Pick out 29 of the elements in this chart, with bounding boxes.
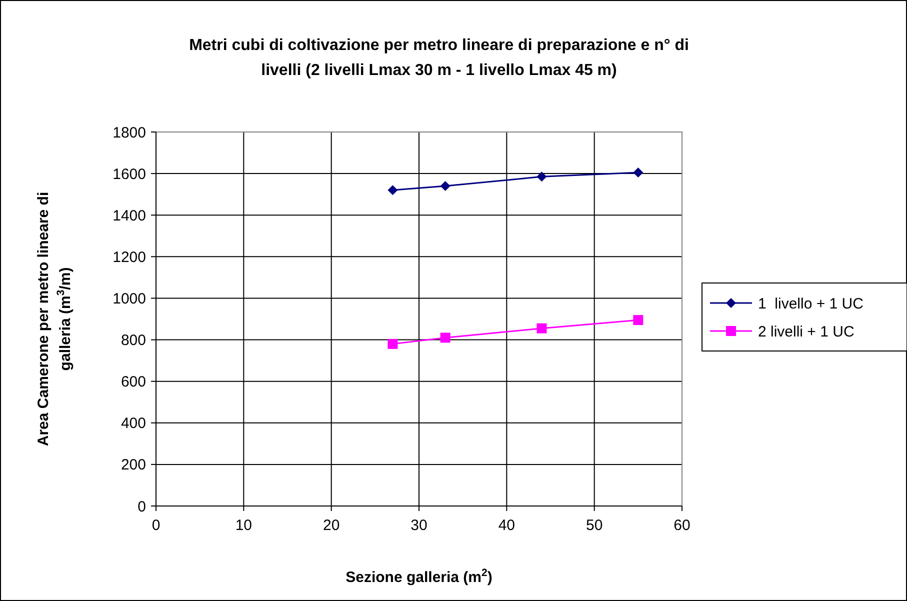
x-tick-label: 60 xyxy=(674,517,690,534)
x-tick-label: 50 xyxy=(586,517,603,534)
y-tick-label: 800 xyxy=(120,332,146,350)
x-tick-label: 40 xyxy=(498,517,516,534)
point xyxy=(388,338,398,349)
point xyxy=(536,172,547,182)
point xyxy=(440,181,450,192)
y-tick-label: 200 xyxy=(120,456,146,474)
x-tick-label: 0 xyxy=(152,517,160,534)
point xyxy=(440,332,450,343)
legend-label: 1 livello + 1 UC xyxy=(758,295,864,312)
y-tick-label: 1200 xyxy=(112,248,146,266)
legend-label: 2 livelli + 1 UC xyxy=(758,323,854,340)
x-axis-title: Sezione galleria (m$^{2}$) xyxy=(346,567,492,586)
x-tick-label: 20 xyxy=(322,517,340,534)
y-tick-label: 400 xyxy=(120,415,146,432)
x-tick-label: 30 xyxy=(410,517,428,534)
y-tick-label: 0 xyxy=(138,498,146,516)
point xyxy=(633,315,644,326)
y-tick-label: 1800 xyxy=(112,124,146,142)
x-tick-label: 10 xyxy=(235,517,252,534)
chart-title: Metri cubi di coltivazione per metro lineare di preparazione e n° di livelli (2 livelli Lmax 30 m - 1 livello Lmax 45 m) xyxy=(189,37,689,79)
y-tick-label: 1400 xyxy=(112,207,146,224)
point xyxy=(633,168,644,178)
point xyxy=(536,323,547,334)
y-tick-label: 1600 xyxy=(112,166,146,183)
y-tick-label: 600 xyxy=(120,374,146,391)
y-tick-label: 1000 xyxy=(112,290,146,308)
point xyxy=(388,185,398,196)
